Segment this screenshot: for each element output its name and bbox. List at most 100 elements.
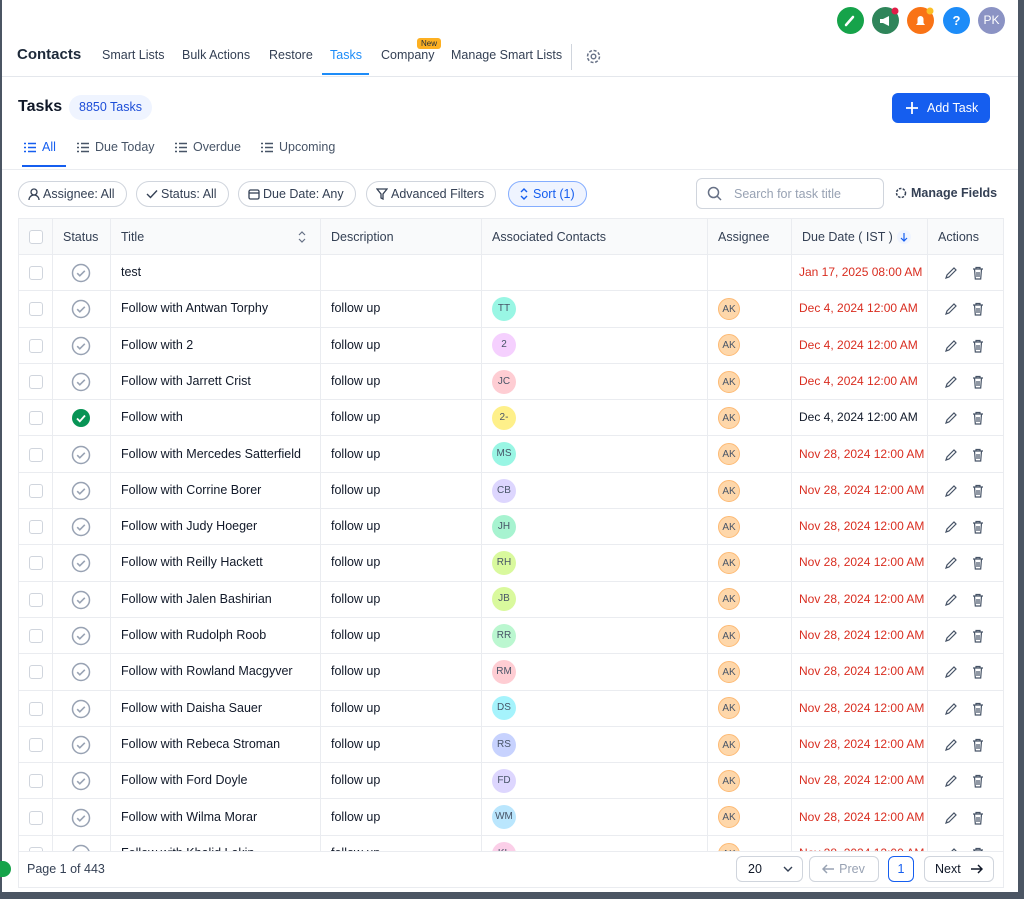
user-avatar[interactable]: PK (978, 7, 1005, 34)
row-checkbox[interactable] (29, 737, 43, 752)
status-icon[interactable] (71, 808, 91, 828)
status-icon[interactable] (71, 517, 91, 537)
edit-delete-icons[interactable] (944, 483, 989, 499)
filter-pill[interactable]: Due Date: Any (238, 181, 356, 207)
row-checkbox[interactable] (29, 774, 43, 789)
task-title[interactable]: Follow with Wilma Morar (121, 809, 258, 824)
assignee-avatar[interactable]: AK (718, 697, 740, 720)
contact-avatar[interactable]: CB (492, 478, 516, 503)
row-checkbox[interactable] (29, 665, 43, 680)
notification-icon[interactable] (907, 7, 934, 34)
row-checkbox[interactable] (29, 629, 43, 643)
nav-tab[interactable]: Company (381, 48, 435, 62)
row-checkbox[interactable] (29, 810, 43, 825)
task-title[interactable]: test (121, 265, 142, 279)
assignee-avatar[interactable]: AK (718, 552, 740, 575)
edit-delete-icons[interactable] (944, 592, 989, 608)
side-toggle[interactable] (0, 861, 11, 877)
row-checkbox[interactable] (29, 302, 43, 317)
assignee-avatar[interactable]: AK (718, 624, 740, 647)
task-title[interactable]: Follow with Mercedes Satterfield (121, 446, 301, 461)
status-icon[interactable] (71, 299, 91, 319)
contact-avatar[interactable]: RM (492, 660, 516, 684)
nav-tab[interactable]: Tasks (330, 48, 362, 62)
status-icon[interactable] (71, 336, 91, 356)
phone-icon[interactable] (837, 7, 864, 34)
task-title[interactable]: Follow with Rudolph Roob (121, 628, 267, 642)
contact-avatar[interactable]: JC (492, 369, 516, 394)
task-title[interactable]: Follow with Jarrett Crist (121, 373, 251, 388)
status-icon[interactable] (71, 662, 91, 682)
edit-delete-icons[interactable] (944, 701, 989, 717)
contact-avatar[interactable]: RR (492, 623, 516, 648)
next-button[interactable]: Next (924, 856, 994, 882)
assignee-avatar[interactable]: AK (718, 842, 740, 851)
row-checkbox[interactable] (29, 483, 43, 498)
contact-avatar[interactable]: FD (492, 768, 516, 793)
assignee-avatar[interactable]: AK (718, 733, 740, 756)
contact-avatar[interactable]: DS (492, 696, 516, 721)
row-checkbox[interactable] (29, 338, 43, 353)
status-icon[interactable] (71, 408, 91, 428)
nav-tab[interactable]: Restore (269, 48, 313, 62)
status-icon[interactable] (71, 626, 91, 646)
status-icon[interactable] (71, 735, 91, 755)
edit-delete-icons[interactable] (944, 737, 989, 753)
contact-avatar[interactable]: JB (492, 587, 516, 612)
task-title[interactable]: Follow with Khalid Lakin (111, 836, 254, 851)
edit-delete-icons[interactable] (944, 773, 989, 789)
contact-avatar[interactable]: RH (492, 551, 516, 576)
nav-tab[interactable]: Manage Smart Lists (451, 48, 563, 62)
edit-delete-icons[interactable] (944, 628, 989, 644)
edit-delete-icons[interactable] (944, 265, 989, 281)
contact-avatar[interactable]: 2- (492, 405, 516, 430)
assignee-avatar[interactable]: AK (718, 479, 740, 502)
row-checkbox[interactable] (29, 447, 43, 462)
row-checkbox[interactable] (29, 520, 43, 535)
task-title[interactable]: Follow with Reilly Hackett (121, 555, 263, 570)
assignee-avatar[interactable]: AK (718, 806, 740, 829)
status-icon[interactable] (71, 263, 91, 283)
status-icon[interactable] (71, 445, 91, 465)
select-all-checkbox[interactable] (29, 230, 43, 244)
nav-tab[interactable]: Bulk Actions (182, 48, 251, 62)
edit-delete-icons[interactable] (944, 519, 989, 535)
edit-delete-icons[interactable] (944, 846, 989, 852)
row-checkbox[interactable] (29, 556, 43, 571)
filter-pill[interactable]: Assignee: All (18, 181, 127, 207)
add-task-button[interactable]: Add Task (892, 93, 990, 123)
row-checkbox[interactable] (29, 701, 43, 716)
assignee-avatar[interactable]: AK (718, 769, 740, 792)
assignee-avatar[interactable]: AK (718, 334, 740, 357)
status-icon[interactable] (71, 590, 91, 610)
assignee-avatar[interactable]: AK (718, 661, 740, 683)
assignee-avatar[interactable]: AK (718, 298, 740, 320)
status-icon[interactable] (71, 699, 91, 719)
row-checkbox[interactable] (29, 846, 43, 851)
settings-icon[interactable] (585, 48, 602, 65)
task-title[interactable]: Follow with Rowland Macgyver (121, 664, 293, 679)
task-title[interactable]: Follow with Daisha Sauer (121, 700, 263, 715)
edit-delete-icons[interactable] (944, 338, 989, 354)
subtab[interactable]: Due Today (77, 140, 155, 154)
row-checkbox[interactable] (29, 266, 43, 280)
subtab[interactable]: Upcoming (261, 140, 335, 154)
task-title[interactable]: Follow with Judy Hoeger (121, 519, 258, 534)
edit-delete-icons[interactable] (944, 664, 989, 680)
status-icon[interactable] (71, 372, 91, 392)
edit-delete-icons[interactable] (944, 447, 989, 463)
task-title[interactable]: Follow with 2 (121, 337, 194, 352)
status-icon[interactable] (71, 481, 91, 501)
assignee-avatar[interactable]: AK (718, 406, 740, 429)
nav-tab[interactable]: Smart Lists (102, 48, 165, 62)
edit-delete-icons[interactable] (944, 410, 989, 426)
task-title[interactable]: Follow with Corrine Borer (121, 482, 262, 497)
task-title[interactable]: Follow with Jalen Bashirian (121, 591, 272, 606)
assignee-avatar[interactable]: AK (718, 515, 740, 538)
subtab[interactable]: All (24, 140, 56, 154)
status-icon[interactable] (71, 771, 91, 791)
contact-avatar[interactable]: JH (492, 514, 516, 539)
assignee-avatar[interactable]: AK (718, 443, 740, 466)
search-box[interactable]: Search for task title (696, 178, 884, 209)
row-checkbox[interactable] (29, 374, 43, 389)
